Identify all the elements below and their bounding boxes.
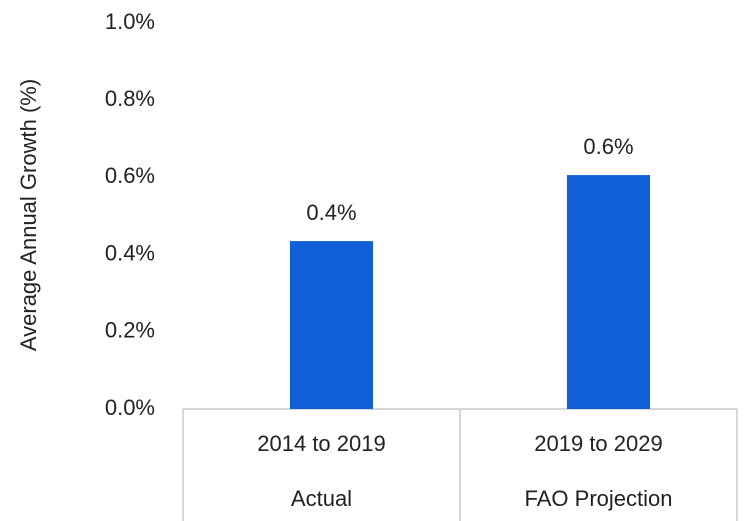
y-tick-label: 1.0% xyxy=(105,9,155,34)
y-tick-label: 0.8% xyxy=(105,86,155,111)
y-tick-label: 0.4% xyxy=(105,240,155,265)
y-tick-label: 0.6% xyxy=(105,163,155,188)
x-tick-label: 2014 to 2019 xyxy=(257,431,385,456)
x-group-label: Actual xyxy=(291,486,352,511)
bar xyxy=(289,241,374,409)
x-group-label: FAO Projection xyxy=(525,486,673,511)
data-label: 0.4% xyxy=(306,200,356,225)
y-axis-label: Average Annual Growth (%) xyxy=(16,79,41,351)
bar xyxy=(566,175,651,409)
y-tick-label: 0.0% xyxy=(105,395,155,420)
y-tick-label: 0.2% xyxy=(105,318,155,343)
data-label: 0.6% xyxy=(583,134,633,159)
x-tick-label: 2019 to 2029 xyxy=(534,431,662,456)
